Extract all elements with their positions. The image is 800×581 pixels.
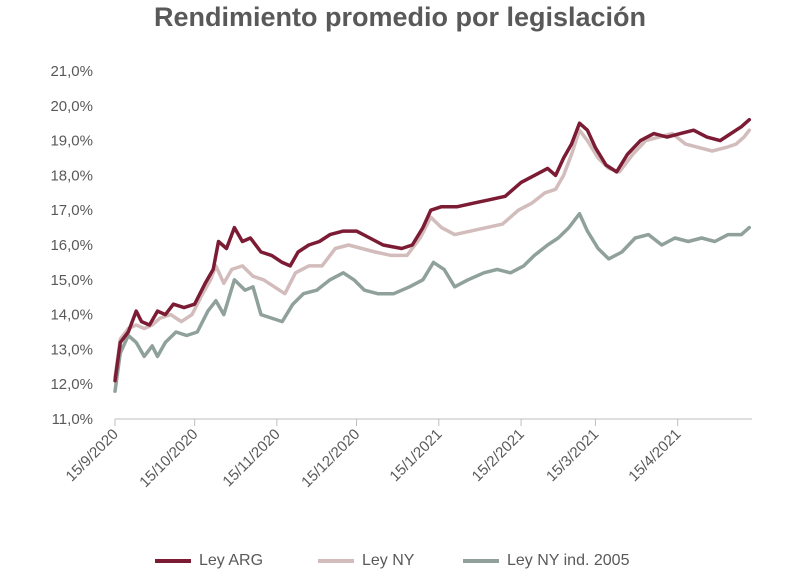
x-tick-label: 15/11/2020 — [219, 426, 283, 490]
y-tick-label: 11,0% — [52, 411, 93, 428]
legend-item-ley-arg: Ley ARG — [155, 552, 263, 570]
chart-title: Rendimiento promedio por legislación — [153, 2, 647, 32]
legend-label-ley-ny: Ley NY — [362, 552, 415, 569]
y-tick-label: 15,0% — [50, 272, 93, 289]
y-tick-label: 12,0% — [50, 376, 93, 393]
legend-swatch-ley-arg — [155, 559, 191, 563]
y-tick-label: 17,0% — [50, 202, 93, 219]
series-line-ley-arg — [113, 117, 752, 383]
x-tick-label: 15/10/2020 — [136, 426, 201, 491]
y-tick-label: 13,0% — [50, 341, 93, 358]
legend-item-ley-ny: Ley NY — [318, 552, 414, 570]
y-tick-label: 18,0% — [50, 167, 93, 184]
series-line-ley-ny — [113, 128, 752, 379]
legend-label-ley-ny-ind-2005: Ley NY ind. 2005 — [507, 552, 630, 569]
legend-swatch-ley-ny — [318, 559, 354, 563]
legend-item-ley-ny-ind-2005: Ley NY ind. 2005 — [463, 552, 629, 570]
legend-label-ley-arg: Ley ARG — [199, 552, 264, 569]
x-axis-ticks: 15/9/2020 15/10/2020 15/11/2020 15/12/2020 1… — [63, 419, 685, 491]
y-tick-label: 21,0% — [50, 63, 93, 80]
x-tick-label: 15/2/2021 — [469, 426, 528, 485]
series-line-ley-ny-ind-2005 — [113, 211, 752, 393]
series-lines — [113, 117, 752, 393]
x-tick-label: 15/4/2021 — [625, 426, 684, 485]
legend-swatch-ley-ny-ind-2005 — [463, 559, 499, 563]
y-axis-ticks: 21,0% 20,0% 19,0% 18,0% 17,0% 16,0% 15,0% 14,0%… — [50, 63, 93, 428]
y-tick-label: 20,0% — [50, 98, 93, 115]
y-tick-label: 14,0% — [50, 307, 93, 324]
x-tick-label: 15/12/2020 — [298, 426, 363, 491]
y-tick-label: 16,0% — [50, 237, 93, 254]
x-tick-label: 15/9/2020 — [63, 426, 122, 485]
x-tick-label: 15/1/2021 — [386, 426, 445, 485]
x-tick-label: 15/3/2021 — [543, 426, 602, 485]
y-tick-label: 19,0% — [50, 133, 93, 150]
legend: Ley ARG Ley NY Ley NY ind. 2005 — [0, 552, 800, 578]
